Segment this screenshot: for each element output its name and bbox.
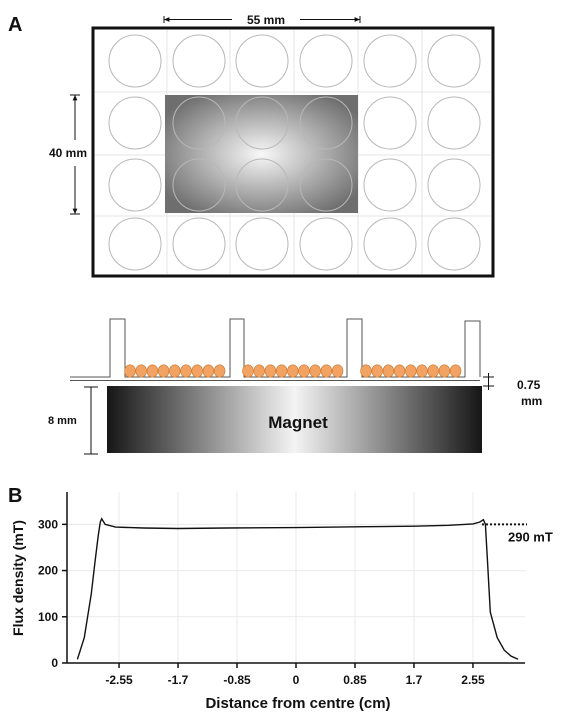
cell (416, 364, 428, 378)
annotation-290mt: 290 mT (508, 529, 553, 544)
gap-dimension: 0.75 mm (483, 373, 542, 408)
x-tick-label: 2.55 (461, 673, 485, 687)
gap-dimension-unit: mm (521, 394, 542, 408)
y-axis-ticks: 0 100 200 300 (38, 517, 67, 670)
cell (360, 364, 372, 378)
panel-b-label: B (8, 485, 22, 507)
cell (449, 364, 462, 378)
well (235, 96, 289, 150)
plate-cross-section (70, 318, 481, 378)
x-axis-title: Distance from centre (cm) (205, 695, 390, 712)
gap-dimension-value: 0.75 (517, 378, 541, 392)
x-axis-ticks: -2.55 -1.7 -0.85 0 0.85 1.7 2.55 (105, 663, 485, 687)
cell (405, 364, 417, 378)
y-tick-label: 100 (38, 610, 58, 624)
well (108, 158, 162, 212)
cell (275, 364, 288, 378)
cell (146, 364, 159, 378)
well (427, 34, 481, 88)
x-tick-label: 0 (293, 673, 300, 687)
well-grid (108, 34, 481, 271)
well (108, 217, 162, 271)
x-tick-label: -2.55 (105, 673, 133, 687)
panel-a-top-view: A 55 mm 40 mm (8, 13, 495, 278)
cell (124, 364, 136, 378)
cell (298, 364, 310, 378)
well (172, 217, 226, 271)
width-dimension-label: 55 mm (247, 13, 285, 27)
cell (157, 364, 170, 378)
chart-grid (67, 492, 525, 664)
y-tick-label: 200 (38, 564, 58, 578)
well (172, 96, 226, 150)
cell (438, 364, 451, 378)
well (427, 158, 481, 212)
magnet-height-dimension: 8 mm (48, 386, 98, 455)
well (235, 34, 289, 88)
well (299, 34, 353, 88)
well (235, 158, 289, 212)
well (235, 217, 289, 271)
flux-density-series-line (76, 517, 519, 660)
cell (213, 364, 226, 378)
well (363, 96, 417, 150)
well (363, 34, 417, 88)
magnet-height-label: 8 mm (48, 415, 77, 427)
y-tick-label: 300 (38, 517, 58, 531)
well (299, 217, 353, 271)
well (172, 34, 226, 88)
panel-a-label: A (8, 14, 22, 36)
magnet-block (107, 386, 482, 453)
x-tick-label: -1.7 (168, 673, 189, 687)
well (299, 96, 353, 150)
cell (393, 364, 406, 378)
width-dimension: 55 mm (163, 13, 361, 27)
well (299, 158, 353, 212)
x-tick-label: -0.85 (223, 673, 251, 687)
cell (309, 364, 321, 378)
x-tick-label: 1.7 (406, 673, 423, 687)
cell (253, 364, 265, 378)
cell (287, 364, 299, 378)
well (108, 34, 162, 88)
y-tick-label: 0 (51, 656, 58, 670)
cell (202, 364, 215, 378)
cell (382, 364, 395, 378)
x-tick-label: 0.85 (343, 673, 367, 687)
cell (135, 364, 147, 378)
cell (180, 364, 192, 378)
cell (169, 364, 181, 378)
well (363, 158, 417, 212)
height-dimension-label: 40 mm (49, 146, 87, 160)
magnet-label: Magnet (268, 413, 328, 432)
cell-monolayer (124, 364, 462, 378)
cell (264, 364, 277, 378)
cell (427, 364, 439, 378)
y-axis-title: Flux density (mT) (10, 520, 26, 636)
well (172, 158, 226, 212)
cell (191, 364, 203, 378)
well (108, 96, 162, 150)
well (363, 217, 417, 271)
cell (242, 364, 254, 378)
cell (331, 364, 344, 378)
well (427, 96, 481, 150)
magnet-footprint (165, 95, 358, 213)
cell (371, 364, 383, 378)
well (427, 217, 481, 271)
cell (320, 364, 333, 378)
height-dimension: 40 mm (49, 94, 87, 215)
panel-a-side-view: 0.75 mm Magnet 8 mm (48, 318, 542, 455)
